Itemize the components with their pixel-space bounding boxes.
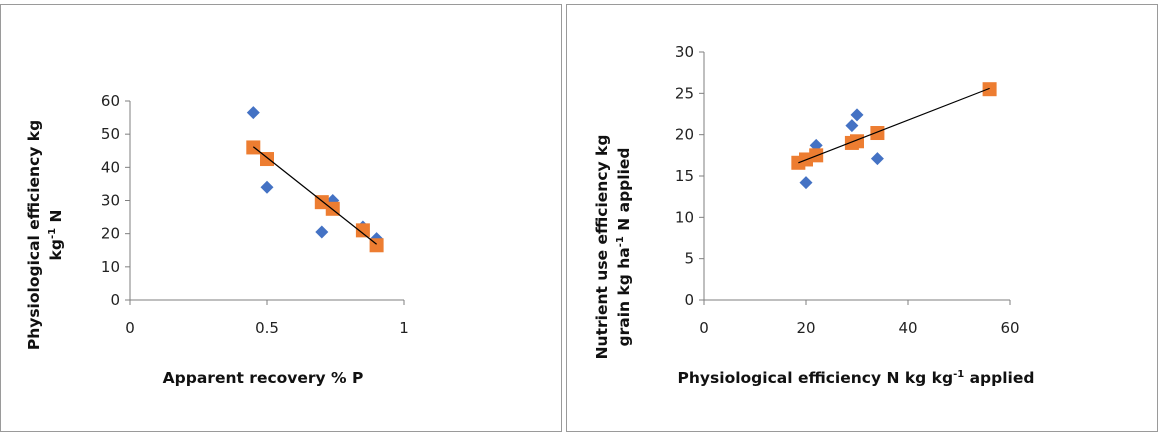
data-point-square xyxy=(355,223,370,238)
trendline xyxy=(798,87,990,164)
y-tick-label: 60 xyxy=(101,92,120,110)
y-tick-label: 50 xyxy=(101,125,120,143)
scatter-chart-nutrient-use-efficiency: 0 20 40 60 0 5 10 15 20 25 30 Physiological efficie… xyxy=(593,43,1035,387)
x-tick-label: 0 xyxy=(125,319,135,337)
y-axis-title-line-main: grain kg ha xyxy=(615,247,633,346)
data-point-diamond xyxy=(315,225,329,239)
data-point-square xyxy=(982,82,997,97)
y-axis-title-line-main: Nutrient use efficiency kg xyxy=(593,135,611,360)
y-tick-label: 20 xyxy=(101,225,120,243)
y-tick-label: 10 xyxy=(675,208,694,226)
y-axis-title-line-after: N xyxy=(47,210,65,228)
y-tick-label: 20 xyxy=(675,126,694,144)
y-axis-title-line: Nutrient use efficiency kg xyxy=(593,135,611,360)
x-tick-label: 1 xyxy=(399,319,409,337)
y-axis-title-line: grain kg ha-1 N applied xyxy=(615,147,633,346)
y-tick-label: 30 xyxy=(675,43,694,61)
data-point-square xyxy=(870,126,885,141)
y-axis-title-line: kg-1 N xyxy=(47,210,65,261)
y-tick-label: 40 xyxy=(101,158,120,176)
data-point-diamond xyxy=(845,119,859,133)
trendline xyxy=(252,146,377,245)
data-point-square xyxy=(850,134,864,149)
y-tick-label: 5 xyxy=(684,250,694,268)
data-point-diamond xyxy=(799,176,813,190)
y-axis-title-line-sup: -1 xyxy=(615,236,626,247)
x-axis-title-sup: -1 xyxy=(953,369,964,380)
x-axis-title: Physiological efficiency N kg kg-1 appli… xyxy=(678,369,1035,387)
x-tick-label: 20 xyxy=(796,319,815,337)
x-tick-label: 40 xyxy=(898,319,917,337)
x-tick-label: 60 xyxy=(1000,319,1019,337)
y-axis-title-line: Physiological efficiency kg xyxy=(25,120,43,350)
data-point-diamond xyxy=(870,152,884,166)
y-axis-title-line-main: kg xyxy=(47,239,65,260)
x-tick-label: 0 xyxy=(699,319,709,337)
x-axis-title: Apparent recovery % P xyxy=(163,369,364,387)
data-point-diamond xyxy=(850,108,864,122)
x-axis-title-after: applied xyxy=(964,369,1034,387)
data-point-diamond xyxy=(246,106,260,120)
y-tick-label: 15 xyxy=(675,167,694,185)
y-axis-title-line-main: Physiological efficiency kg xyxy=(25,120,43,350)
chart-panel-right: 0 20 40 60 0 5 10 15 20 25 30 Physiological efficie… xyxy=(566,4,1158,432)
y-tick-label: 30 xyxy=(101,192,120,210)
y-tick-label: 0 xyxy=(684,291,694,309)
x-axis-title-main: Physiological efficiency N kg kg xyxy=(678,369,954,387)
x-tick-label: 0.5 xyxy=(255,319,279,337)
y-tick-label: 10 xyxy=(101,258,120,276)
y-tick-label: 0 xyxy=(110,291,120,309)
data-point-diamond xyxy=(260,180,274,194)
y-tick-label: 25 xyxy=(675,84,694,102)
y-axis-title-line-sup: -1 xyxy=(47,228,58,239)
y-axis-title-line-after: N applied xyxy=(615,147,633,236)
